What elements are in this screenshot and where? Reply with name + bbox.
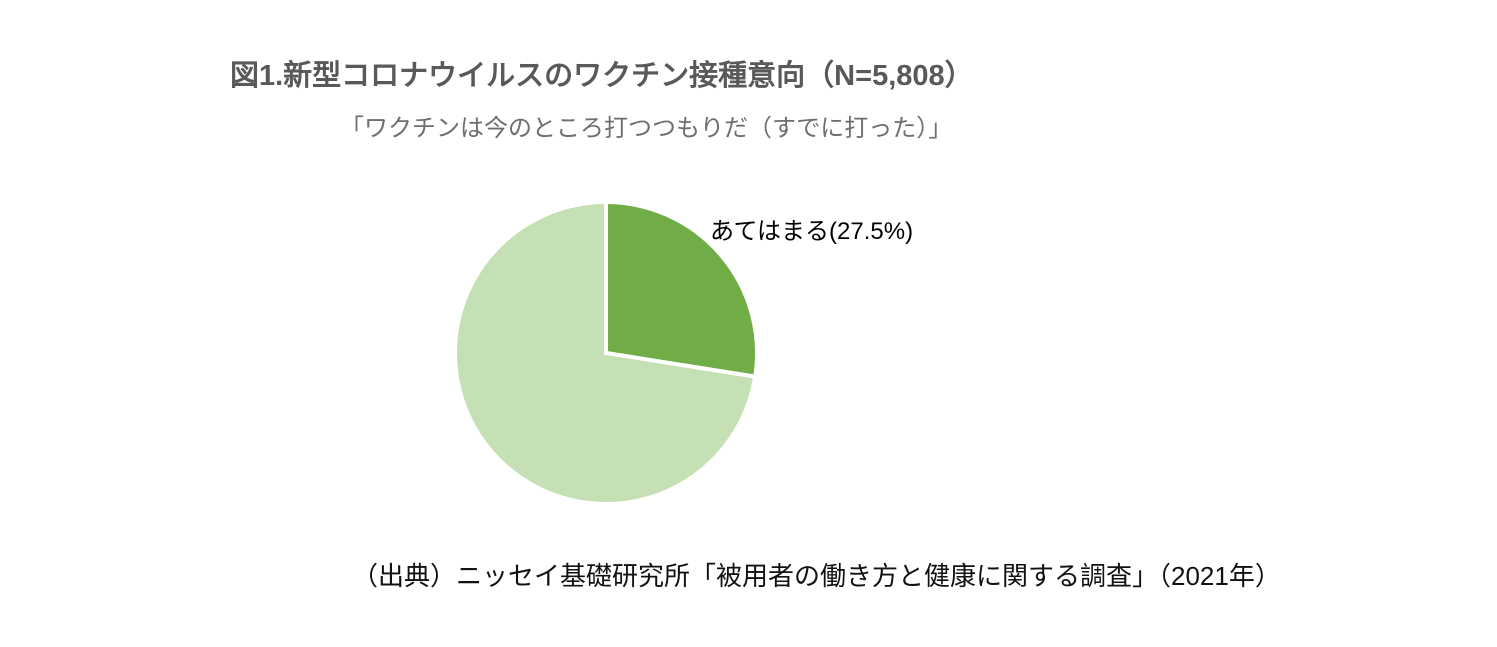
chart-title: 図1.新型コロナウイルスのワクチン接種意向（N=5,808） (230, 60, 974, 92)
source-note: （出典）ニッセイ基礎研究所「被用者の働き方と健康に関する調査」（2021年） (352, 561, 1281, 591)
chart-subtitle: 「ワクチンは今のところ打つつもりだ（すでに打った）」 (340, 115, 953, 142)
pie-slice-0 (604, 199, 759, 379)
pie-chart (453, 199, 759, 506)
pie-slice-1 (453, 199, 758, 506)
pie-slice-label: あてはまる(27.5%) (710, 218, 914, 245)
